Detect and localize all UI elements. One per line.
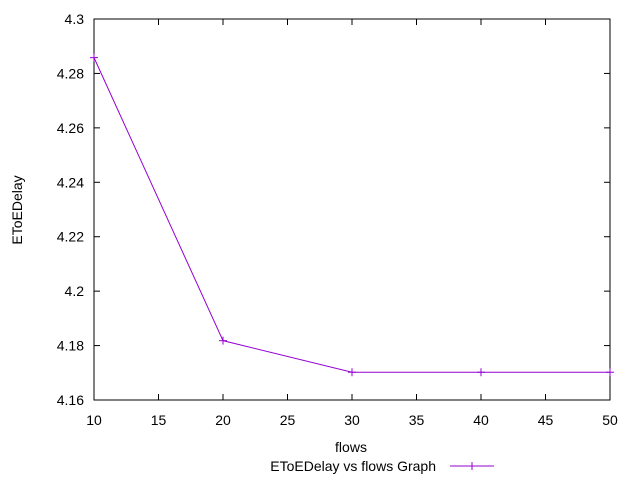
y-tick-label: 4.3 xyxy=(65,11,85,27)
y-tick-label: 4.18 xyxy=(57,338,84,354)
x-tick-label: 25 xyxy=(280,412,296,428)
y-tick-label: 4.22 xyxy=(57,229,84,245)
x-tick-label: 10 xyxy=(86,412,102,428)
x-tick-label: 15 xyxy=(151,412,167,428)
data-point xyxy=(348,368,356,377)
legend-label: EToEDelay vs flows Graph xyxy=(270,458,436,474)
plot-frame xyxy=(93,18,611,401)
y-tick-label: 4.16 xyxy=(57,392,84,408)
data-point xyxy=(90,53,98,62)
x-tick-label: 50 xyxy=(602,412,618,428)
y-tick-label: 4.2 xyxy=(65,283,85,299)
x-tick-label: 40 xyxy=(473,412,489,428)
data-point xyxy=(219,336,227,345)
legend: EToEDelay vs flows Graph xyxy=(270,458,494,474)
y-tick-label: 4.24 xyxy=(57,174,84,190)
y-axis-label: EToEDelay xyxy=(9,175,25,244)
x-tick-label: 20 xyxy=(215,412,231,428)
y-tick-label: 4.26 xyxy=(57,120,84,136)
x-tick-label: 30 xyxy=(344,412,360,428)
x-tick-label: 45 xyxy=(538,412,554,428)
y-tick-label: 4.28 xyxy=(57,65,84,81)
data-point xyxy=(606,368,614,377)
data-point xyxy=(477,368,485,377)
x-axis-label: flows xyxy=(335,439,367,455)
series-line xyxy=(93,57,610,373)
x-tick-label: 35 xyxy=(409,412,425,428)
